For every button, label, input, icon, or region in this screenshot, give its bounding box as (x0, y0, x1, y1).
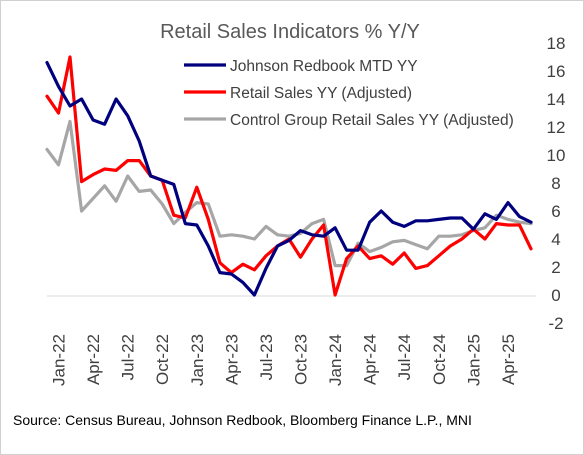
x-tick-label: Jan-22 (50, 334, 69, 386)
y-tick-label: 4 (551, 230, 560, 249)
y-tick-label: 18 (547, 34, 566, 53)
source-note: Source: Census Bureau, Johnson Redbook, … (13, 412, 472, 428)
x-tick-label: Jul-23 (257, 334, 276, 380)
x-axis: Jan-22 Apr-22 Jul-22 Oct-22 Jan-23 Apr-23 Jul-… (50, 334, 518, 386)
x-tick-label: Apr-24 (361, 334, 380, 385)
x-tick-label: Jan-25 (464, 334, 483, 386)
x-tick-label: Jan-24 (326, 334, 345, 386)
x-tick-label: Jul-22 (119, 334, 138, 380)
series-lines (45, 55, 533, 297)
legend: Johnson Redbook MTD YY Retail Sales YY (A… (184, 58, 514, 129)
y-tick-label: 6 (551, 202, 560, 221)
y-tick-label: 12 (547, 118, 566, 137)
x-tick-label: Oct-23 (292, 334, 311, 385)
x-tick-label: Jul-24 (395, 334, 414, 380)
series-line-3 (45, 119, 533, 268)
x-tick-label: Oct-22 (153, 334, 172, 385)
y-tick-label: 0 (551, 286, 560, 305)
y-tick-label: -2 (548, 314, 563, 333)
y-tick-label: 16 (547, 62, 566, 81)
y-tick-label: 14 (547, 90, 566, 109)
legend-label: Control Group Retail Sales YY (Adjusted) (230, 112, 514, 129)
legend-label: Johnson Redbook MTD YY (230, 58, 418, 75)
x-tick-label: Jan-23 (188, 334, 207, 386)
y-tick-label: 10 (547, 146, 566, 165)
chart-title: Retail Sales Indicators % Y/Y (160, 21, 420, 43)
x-tick-label: Apr-22 (84, 334, 103, 385)
series-line-1 (45, 60, 533, 297)
y-axis: 18 16 14 12 10 8 6 4 2 0 -2 (547, 34, 566, 333)
x-tick-label: Apr-25 (499, 334, 518, 385)
x-tick-label: Apr-23 (222, 334, 241, 385)
y-tick-label: 8 (551, 174, 560, 193)
legend-label: Retail Sales YY (Adjusted) (230, 85, 412, 102)
y-tick-label: 2 (551, 258, 560, 277)
x-tick-label: Oct-24 (430, 334, 449, 385)
